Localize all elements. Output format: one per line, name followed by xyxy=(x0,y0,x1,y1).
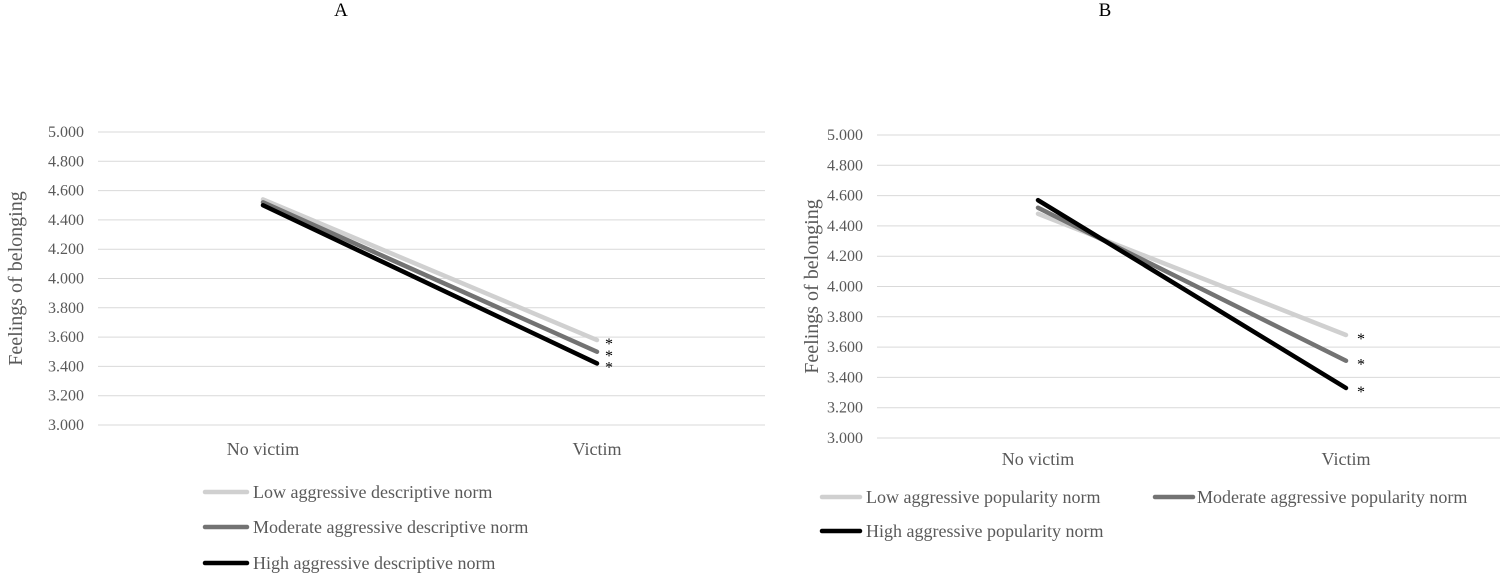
legend-item: Low aggressive popularity norm xyxy=(819,487,1100,507)
legend-item: Moderate aggressive descriptive norm xyxy=(202,517,528,537)
y-tick-label: 4.200 xyxy=(827,248,863,265)
series-line xyxy=(260,197,600,343)
y-tick-label: 5.000 xyxy=(827,127,863,144)
panel-label: B xyxy=(1099,0,1112,21)
y-tick-label: 4.000 xyxy=(827,279,863,296)
legend-item: Low aggressive descriptive norm xyxy=(202,482,492,502)
legend-item: High aggressive popularity norm xyxy=(819,521,1103,541)
y-tick-label: 3.200 xyxy=(827,400,863,417)
y-tick-label: 4.400 xyxy=(48,212,84,229)
y-tick-label: 4.600 xyxy=(827,188,863,205)
y-tick-label: 3.000 xyxy=(48,417,84,434)
legend-label: Low aggressive descriptive norm xyxy=(253,482,492,502)
y-tick-label: 3.600 xyxy=(827,339,863,356)
y-tick-label: 5.000 xyxy=(48,124,84,141)
y-axis-title: Feelings of belonging xyxy=(801,199,823,373)
y-tick-label: 4.000 xyxy=(48,271,84,288)
legend-label: High aggressive descriptive norm xyxy=(253,553,495,573)
x-category-label: Victim xyxy=(1322,449,1371,469)
series-line xyxy=(1035,197,1349,391)
significance-marker: * xyxy=(605,348,613,365)
legend-item: High aggressive descriptive norm xyxy=(202,553,495,573)
legend-label: Moderate aggressive popularity norm xyxy=(1197,487,1467,507)
y-tick-label: 3.400 xyxy=(827,369,863,386)
y-tick-label: 3.200 xyxy=(48,388,84,405)
panel-label: A xyxy=(334,0,348,21)
significance-marker: * xyxy=(1357,384,1365,401)
x-category-label: No victim xyxy=(227,439,300,459)
y-tick-label: 4.800 xyxy=(827,157,863,174)
y-tick-label: 4.600 xyxy=(48,183,84,200)
y-tick-label: 3.800 xyxy=(827,309,863,326)
significance-marker: * xyxy=(605,359,613,376)
legend-label: Moderate aggressive descriptive norm xyxy=(253,517,528,537)
chart-panel-a: A 5.000 4.800 4.600 4.400 4.200 4.000 3.800 3.60… xyxy=(5,0,765,573)
y-tick-label: 3.000 xyxy=(827,430,863,447)
significance-marker: * xyxy=(605,336,613,353)
series-line xyxy=(260,203,600,366)
series-line xyxy=(260,200,600,354)
y-tick-label: 4.800 xyxy=(48,153,84,170)
y-tick-label: 3.800 xyxy=(48,300,84,317)
legend-label: Low aggressive popularity norm xyxy=(866,487,1100,507)
legend-item: Moderate aggressive popularity norm xyxy=(1152,487,1467,507)
x-category-label: Victim xyxy=(573,439,622,459)
y-axis-title: Feelings of belonging xyxy=(5,191,27,365)
x-category-label: No victim xyxy=(1002,449,1075,469)
significance-marker: * xyxy=(1357,331,1365,348)
legend-label: High aggressive popularity norm xyxy=(866,521,1103,541)
y-tick-label: 3.400 xyxy=(48,358,84,375)
y-tick-label: 4.200 xyxy=(48,241,84,258)
y-tick-label: 4.400 xyxy=(827,218,863,235)
y-tick-label: 3.600 xyxy=(48,329,84,346)
chart-panel-b: B 5.000 4.800 4.600 4.400 4.200 4.000 3.800 3.60… xyxy=(801,0,1500,541)
significance-marker: * xyxy=(1357,357,1365,374)
